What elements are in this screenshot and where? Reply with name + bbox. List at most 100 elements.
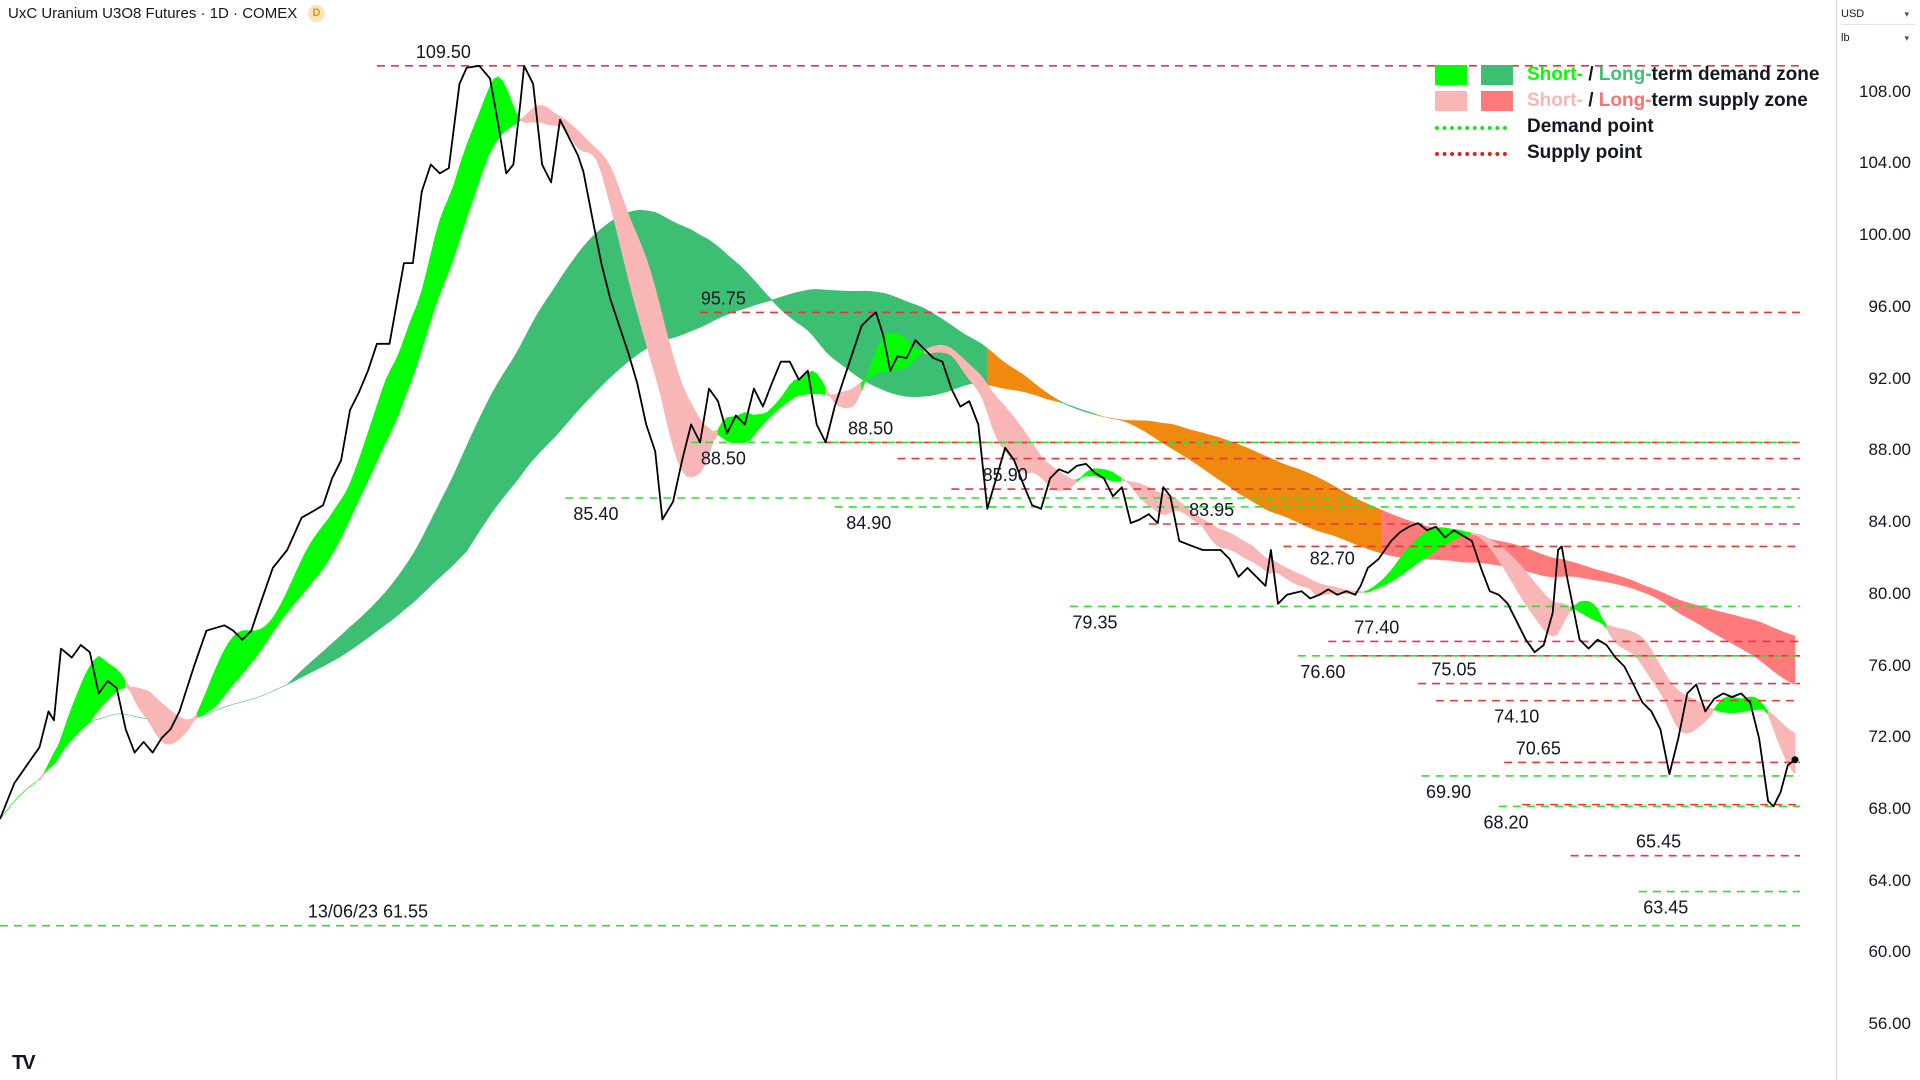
short-term-zone-segment — [1139, 483, 1150, 507]
short-term-zone-segment — [1220, 529, 1230, 551]
long-term-zone-segment — [1004, 362, 1024, 392]
short-term-zone-segment — [152, 693, 162, 743]
long-term-zone-segment — [1148, 420, 1168, 446]
short-term-zone-segment — [475, 99, 485, 192]
long-term-zone-segment — [556, 257, 575, 436]
short-term-zone-segment — [663, 323, 674, 447]
long-term-zone-segment — [1776, 629, 1796, 686]
short-term-zone-segment — [1121, 477, 1132, 487]
long-term-zone-segment — [215, 703, 234, 711]
demand-point-label: 84.90 — [846, 513, 891, 533]
short-term-zone-segment — [62, 707, 73, 752]
currency-select[interactable]: USD ▾ — [1841, 4, 1915, 25]
short-term-zone-segment — [1758, 699, 1769, 716]
long-term-zone-segment — [574, 236, 593, 416]
unit-select[interactable]: lb ▾ — [1841, 28, 1915, 48]
short-term-zone-segment — [385, 361, 396, 443]
short-term-zone-segment — [1256, 548, 1266, 572]
short-term-zone-segment — [762, 407, 773, 426]
legend-label-part: Short- — [1527, 90, 1583, 111]
short-term-zone-segment — [224, 635, 234, 697]
demand-point-label: 69.90 — [1426, 782, 1471, 802]
long-term-zone-segment — [538, 283, 557, 455]
short-term-zone-segment — [1112, 471, 1123, 482]
legend-swatch — [1435, 91, 1467, 111]
short-term-zone-segment — [1283, 565, 1293, 583]
short-term-zone-segment — [1722, 696, 1733, 714]
short-term-zone-segment — [1238, 537, 1248, 560]
short-term-zone-segment — [116, 668, 126, 692]
short-term-zone-segment — [1148, 486, 1159, 513]
short-term-zone-segment — [897, 334, 907, 370]
legend-dash-swatch — [1435, 126, 1507, 130]
legend-label: Short- / Long-term supply zone — [1527, 88, 1808, 114]
price-axis-tick-label: 108.00 — [1859, 81, 1911, 101]
supply-point-label: 82.70 — [1310, 548, 1355, 568]
legend-swatch — [1435, 65, 1467, 85]
short-term-zone-segment — [367, 405, 378, 482]
long-term-zone-segment — [771, 293, 791, 318]
tradingview-logo-icon[interactable]: TV — [12, 1052, 36, 1074]
supply-point-label: 83.95 — [1189, 500, 1234, 520]
short-term-zone-segment — [1247, 542, 1257, 565]
price-axis[interactable]: 108.00 104.00 100.00 96.00 92.00 88.00 84.00 80… — [1836, 0, 1920, 1080]
short-term-zone-segment — [286, 571, 297, 614]
legend-label: Short- / Long-term demand zone — [1527, 62, 1819, 88]
long-term-zone-segment — [304, 650, 324, 676]
short-term-zone-segment — [179, 716, 189, 740]
long-term-zone-segment — [807, 289, 827, 353]
price-axis-tick-label: 96.00 — [1868, 296, 1911, 316]
short-term-zone-segment — [1731, 696, 1742, 714]
long-term-zone-segment — [1022, 374, 1042, 398]
unit-label: lb — [1841, 32, 1850, 44]
demand-point-label: 76.60 — [1300, 662, 1345, 682]
short-term-zone-segment — [1615, 627, 1625, 650]
legend-dash-swatch — [1435, 152, 1507, 156]
price-line — [0, 65, 1796, 820]
legend-label-part: Long- — [1598, 64, 1652, 85]
long-term-zone-segment — [753, 279, 773, 306]
long-term-zone-segment — [1238, 444, 1257, 505]
short-term-zone-segment — [251, 628, 261, 664]
long-term-zone-segment — [1094, 413, 1114, 420]
short-term-zone-segment — [789, 378, 800, 402]
long-term-zone-segment — [825, 289, 844, 367]
legend-label: Supply point — [1527, 140, 1642, 166]
short-term-zone-segment — [295, 552, 306, 603]
price-axis-tick-label: 84.00 — [1868, 512, 1911, 532]
supply-point-label: 85.90 — [983, 465, 1028, 485]
legend-label-part: Demand point — [1527, 116, 1654, 137]
short-term-zone-segment — [1669, 679, 1679, 730]
short-term-zone-segment — [340, 483, 351, 539]
supply-point-label: 74.10 — [1494, 707, 1539, 727]
short-term-zone-segment — [457, 145, 468, 246]
supply-point-label: 70.65 — [1516, 738, 1561, 758]
short-term-zone-segment — [412, 290, 423, 377]
short-term-zone-segment — [583, 135, 593, 156]
short-term-zone-segment — [520, 110, 530, 123]
short-term-zone-segment — [1381, 569, 1392, 587]
supply-point-label: 65.45 — [1636, 832, 1681, 852]
short-term-zone-segment — [358, 432, 369, 500]
short-term-zone-segment — [17, 788, 28, 798]
short-term-zone-segment — [304, 536, 315, 592]
price-axis-tick-label: 68.00 — [1868, 799, 1911, 818]
short-term-zone-segment — [313, 524, 324, 581]
delayed-data-badge[interactable]: D — [308, 5, 325, 22]
legend-swatch — [1481, 65, 1513, 85]
short-term-zone-segment — [1229, 532, 1239, 555]
short-term-zone-segment — [502, 80, 512, 135]
demand-point-label: 63.45 — [1643, 898, 1688, 918]
short-term-zone-segment — [125, 680, 135, 701]
long-term-zone-segment — [322, 634, 342, 667]
short-term-zone-segment — [753, 413, 764, 437]
long-term-zone-segment — [1112, 418, 1132, 425]
short-term-zone-segment — [394, 339, 405, 424]
short-term-zone-segment — [35, 770, 46, 782]
short-term-zone-segment — [574, 126, 584, 152]
long-term-zone-segment — [1758, 621, 1778, 675]
short-term-zone-segment — [1363, 586, 1374, 593]
short-term-zone-segment — [1776, 717, 1787, 761]
short-term-zone-segment — [331, 498, 342, 555]
